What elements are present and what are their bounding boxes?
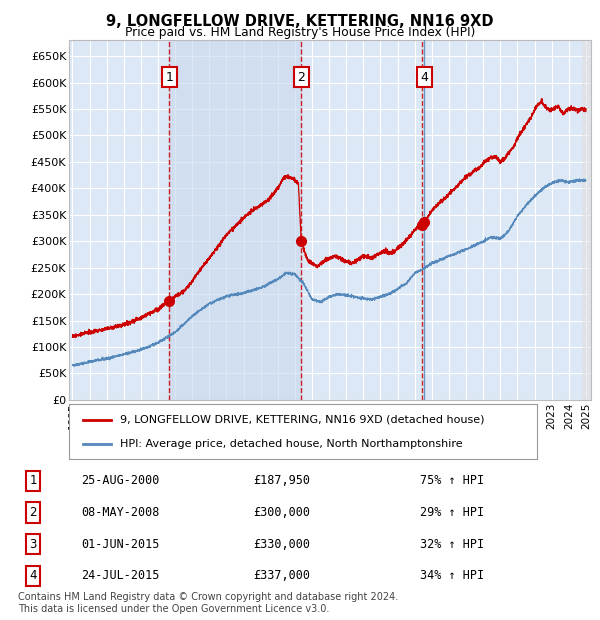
Text: 9, LONGFELLOW DRIVE, KETTERING, NN16 9XD: 9, LONGFELLOW DRIVE, KETTERING, NN16 9XD xyxy=(106,14,494,29)
Text: 34% ↑ HPI: 34% ↑ HPI xyxy=(420,569,484,582)
Text: 4: 4 xyxy=(421,71,428,84)
Text: HPI: Average price, detached house, North Northamptonshire: HPI: Average price, detached house, Nort… xyxy=(121,438,463,448)
Text: Price paid vs. HM Land Registry's House Price Index (HPI): Price paid vs. HM Land Registry's House … xyxy=(125,26,475,38)
Text: £330,000: £330,000 xyxy=(254,538,311,551)
Text: 3: 3 xyxy=(29,538,37,551)
Text: Contains HM Land Registry data © Crown copyright and database right 2024.
This d: Contains HM Land Registry data © Crown c… xyxy=(18,592,398,614)
Bar xyxy=(169,40,301,400)
Bar xyxy=(581,40,591,400)
Text: £187,950: £187,950 xyxy=(254,474,311,487)
Text: £300,000: £300,000 xyxy=(254,506,311,519)
Text: 32% ↑ HPI: 32% ↑ HPI xyxy=(420,538,484,551)
Text: 4: 4 xyxy=(29,569,37,582)
Text: 2: 2 xyxy=(298,71,305,84)
Text: 24-JUL-2015: 24-JUL-2015 xyxy=(81,569,159,582)
Text: 9, LONGFELLOW DRIVE, KETTERING, NN16 9XD (detached house): 9, LONGFELLOW DRIVE, KETTERING, NN16 9XD… xyxy=(121,415,485,425)
Text: £337,000: £337,000 xyxy=(254,569,311,582)
Text: 08-MAY-2008: 08-MAY-2008 xyxy=(81,506,159,519)
Text: 29% ↑ HPI: 29% ↑ HPI xyxy=(420,506,484,519)
Text: 1: 1 xyxy=(165,71,173,84)
Text: 25-AUG-2000: 25-AUG-2000 xyxy=(81,474,159,487)
Text: 01-JUN-2015: 01-JUN-2015 xyxy=(81,538,159,551)
Text: 1: 1 xyxy=(29,474,37,487)
Text: 75% ↑ HPI: 75% ↑ HPI xyxy=(420,474,484,487)
Text: 2: 2 xyxy=(29,506,37,519)
